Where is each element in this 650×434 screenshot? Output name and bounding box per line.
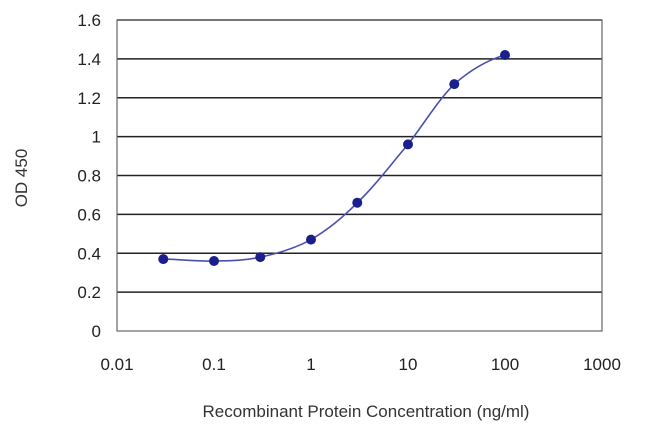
y-tick-labels: 0 0.2 0.4 0.6 0.8 1 1.2 1.4 1.6: [77, 11, 101, 341]
data-point: [449, 79, 460, 90]
y-tick-label: 0.6: [77, 205, 101, 224]
y-tick-label: 0.2: [77, 283, 101, 302]
data-point: [500, 49, 510, 60]
y-tick-label: 1.6: [77, 11, 101, 30]
y-tick-label: 0.8: [77, 167, 101, 186]
x-tick-labels: 0.01 0.1 1 10 100 1000: [100, 355, 620, 374]
x-tick-label: 10: [399, 355, 418, 374]
data-point: [209, 256, 219, 267]
x-tick-label: 1: [306, 355, 315, 374]
y-tick-label: 1: [92, 128, 101, 147]
data-point: [255, 252, 266, 263]
x-tick-label: 1000: [583, 355, 621, 374]
y-tick-label: 0.4: [77, 244, 101, 263]
y-tick-label: 0: [92, 322, 101, 341]
x-tick-label: 0.1: [202, 355, 226, 374]
data-point: [306, 234, 316, 245]
fit-curve: [163, 54, 506, 262]
x-tick-label: 0.01: [100, 355, 133, 374]
y-tick-label: 1.2: [77, 89, 101, 108]
x-tick-label: 100: [491, 355, 519, 374]
data-point: [158, 254, 169, 265]
data-point: [403, 139, 413, 150]
plot-frame: [116, 19, 603, 332]
y-tick-label: 1.4: [77, 50, 101, 69]
data-point: [352, 197, 363, 208]
x-axis-label: Recombinant Protein Concentration (ng/ml…: [203, 402, 530, 421]
y-axis-label: OD 450: [12, 149, 31, 208]
data-points: [158, 49, 510, 267]
gridlines: [117, 19, 602, 293]
